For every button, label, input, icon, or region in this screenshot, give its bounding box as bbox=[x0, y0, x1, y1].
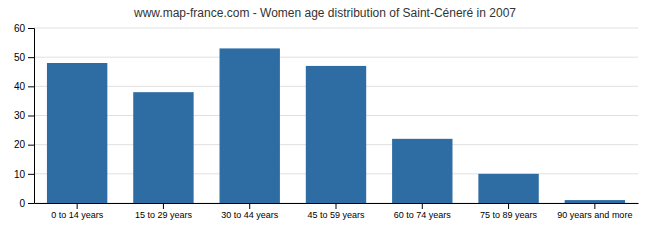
x-tick-mark bbox=[508, 203, 509, 209]
x-tick-mark bbox=[336, 203, 337, 209]
y-tick-mark bbox=[28, 145, 34, 146]
y-tick: 50 bbox=[14, 52, 34, 63]
x-tick-mark bbox=[77, 203, 78, 209]
y-tick-label: 30 bbox=[14, 110, 26, 121]
x-tick-label: 90 years and more bbox=[557, 210, 632, 220]
x-tick: 90 years and more bbox=[557, 203, 632, 220]
y-tick-label: 40 bbox=[14, 81, 26, 92]
x-tick: 75 to 89 years bbox=[480, 203, 538, 220]
x-tick: 60 to 74 years bbox=[394, 203, 452, 220]
x-tick-mark bbox=[594, 203, 595, 209]
y-tick-mark bbox=[28, 57, 34, 58]
y-tick: 40 bbox=[14, 81, 34, 92]
y-tick-label: 0 bbox=[19, 198, 25, 209]
x-tick-mark bbox=[422, 203, 423, 209]
x-tick: 15 to 29 years bbox=[135, 203, 193, 220]
y-tick-label: 20 bbox=[14, 139, 26, 150]
y-tick: 0 bbox=[19, 198, 34, 209]
plot: 0 10 20 30 40 50 60 0 to 14 years 15 to 29 years… bbox=[14, 23, 639, 221]
x-tick-mark bbox=[163, 203, 164, 209]
y-tick: 30 bbox=[14, 110, 34, 121]
y-axis-line bbox=[28, 29, 35, 204]
bar bbox=[392, 139, 452, 203]
x-tick-label: 45 to 59 years bbox=[307, 210, 365, 220]
bar bbox=[565, 200, 625, 203]
y-tick: 10 bbox=[14, 169, 34, 180]
y-axis: 0 10 20 30 40 50 60 bbox=[14, 23, 35, 209]
y-tick-mark bbox=[28, 174, 34, 175]
x-tick-mark bbox=[249, 203, 250, 209]
y-tick-mark bbox=[28, 86, 34, 87]
chart: www.map-france.com - Women age distribut… bbox=[0, 0, 650, 229]
y-tick: 60 bbox=[14, 23, 34, 34]
x-axis: 0 to 14 years 15 to 29 years 30 to 44 year… bbox=[35, 203, 639, 220]
bar bbox=[306, 66, 366, 203]
x-tick: 45 to 59 years bbox=[307, 203, 365, 220]
y-tick-mark bbox=[28, 203, 34, 204]
grid-line bbox=[34, 57, 638, 58]
y-tick-label: 50 bbox=[14, 52, 26, 63]
bar bbox=[47, 63, 107, 203]
x-tick: 0 to 14 years bbox=[51, 203, 104, 220]
grid bbox=[34, 28, 638, 203]
y-tick-label: 10 bbox=[14, 169, 26, 180]
y-tick-mark bbox=[28, 116, 34, 117]
x-tick-label: 15 to 29 years bbox=[135, 210, 193, 220]
x-tick-label: 0 to 14 years bbox=[51, 210, 104, 220]
x-tick-label: 30 to 44 years bbox=[221, 210, 279, 220]
x-tick-label: 75 to 89 years bbox=[480, 210, 538, 220]
bars bbox=[47, 48, 625, 203]
bar bbox=[478, 174, 538, 203]
y-tick-mark bbox=[28, 28, 34, 29]
chart-title: www.map-france.com - Women age distribut… bbox=[133, 6, 516, 20]
x-tick: 30 to 44 years bbox=[221, 203, 279, 220]
y-tick: 20 bbox=[14, 139, 34, 150]
y-tick-label: 60 bbox=[14, 23, 26, 34]
bar bbox=[220, 48, 280, 203]
x-tick-label: 60 to 74 years bbox=[394, 210, 452, 220]
grid-line bbox=[34, 28, 638, 29]
bar bbox=[133, 92, 193, 203]
